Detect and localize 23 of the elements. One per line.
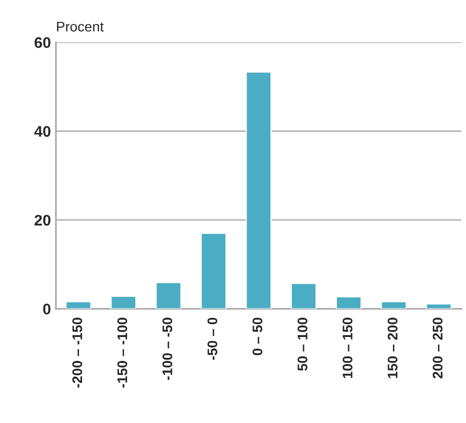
x-tick-label: 0 – 50: [252, 318, 262, 356]
bar: [336, 296, 362, 309]
bar: [156, 282, 182, 309]
x-tick-label: -100 – -50: [162, 318, 172, 380]
y-tick-label: 40: [34, 126, 50, 137]
y-tick-label: 0: [43, 304, 50, 314]
bar: [110, 296, 136, 309]
x-tick-label: 200 – 250: [432, 318, 443, 378]
x-tick-label: -50 – 0: [207, 318, 218, 360]
x-tick-label: 50 – 100: [298, 318, 308, 371]
x-tick-label: 100 – 150: [342, 318, 352, 378]
x-tick-label: 150 – 200: [388, 318, 398, 378]
bar: [246, 72, 272, 309]
x-tick-label: -150 – -100: [117, 318, 128, 388]
bar: [426, 303, 452, 309]
bar: [380, 301, 407, 309]
y-tick-label: 20: [34, 214, 50, 226]
bar: [290, 282, 317, 309]
bar: [200, 232, 227, 309]
x-tick-label: -200 – -150: [72, 318, 82, 388]
y-axis-title: Procent: [57, 22, 104, 32]
bar: [66, 301, 92, 309]
y-tick-label: 60: [34, 37, 50, 48]
